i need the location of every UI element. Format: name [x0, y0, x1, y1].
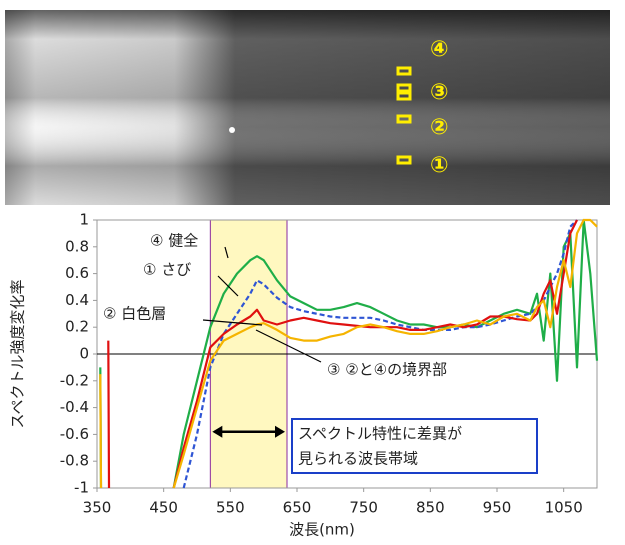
series-label: ① さび [143, 261, 191, 279]
note-box [291, 418, 538, 474]
y-tick-label: 0.4 [65, 291, 89, 309]
marker [396, 91, 412, 101]
series-label: ④ 健全 [150, 232, 198, 250]
y-axis-title: スペクトル強度変化率 [9, 280, 27, 429]
series-line [107, 219, 578, 489]
marker [396, 155, 412, 165]
photo-label: ④ [430, 37, 449, 62]
y-tick-label: 0.2 [65, 318, 89, 336]
marker [396, 114, 412, 124]
x-tick-label: 550 [216, 499, 245, 517]
x-tick-label: 850 [416, 499, 445, 517]
series-label: ③ ②と④の境界部 [327, 361, 447, 379]
x-axis-title: 波長(nm) [289, 521, 355, 539]
y-tick-label: -0.2 [60, 371, 89, 389]
x-tick-label: 350 [83, 499, 112, 517]
y-tick-label: 0 [79, 345, 89, 363]
x-tick-label: 750 [349, 499, 378, 517]
y-tick-label: -1 [74, 479, 89, 497]
photo: ④ ③ ② ① [5, 10, 610, 205]
label-arrow [202, 319, 263, 326]
y-tick-label: -0.4 [60, 398, 89, 416]
photo-shade [5, 10, 610, 205]
x-tick-label: 1050 [545, 499, 583, 517]
marker [396, 66, 412, 76]
y-tick-label: -0.6 [60, 425, 89, 443]
photo-spot [229, 127, 235, 133]
label-arrow [224, 246, 229, 259]
x-tick-label: 650 [283, 499, 312, 517]
series-line [99, 218, 598, 489]
y-tick-label: 0.6 [65, 264, 89, 282]
label-arrow [255, 329, 322, 363]
series-label: ② 白色層 [103, 305, 166, 323]
marker [396, 83, 412, 93]
x-tick-label: 450 [149, 499, 178, 517]
photo-label: ① [430, 153, 449, 178]
x-tick-label: 950 [483, 499, 512, 517]
photo-markers [396, 66, 412, 165]
photo-label: ② [430, 115, 449, 140]
photo-label: ③ [430, 80, 449, 105]
note-text: スペクトル特性に差異が [298, 425, 462, 443]
y-tick-label: 1 [79, 211, 89, 229]
y-tick-label: -0.8 [60, 452, 89, 470]
label-arrow [217, 275, 239, 297]
y-tick-label: 0.8 [65, 237, 89, 255]
note-text: 見られる波長帯域 [298, 450, 418, 468]
